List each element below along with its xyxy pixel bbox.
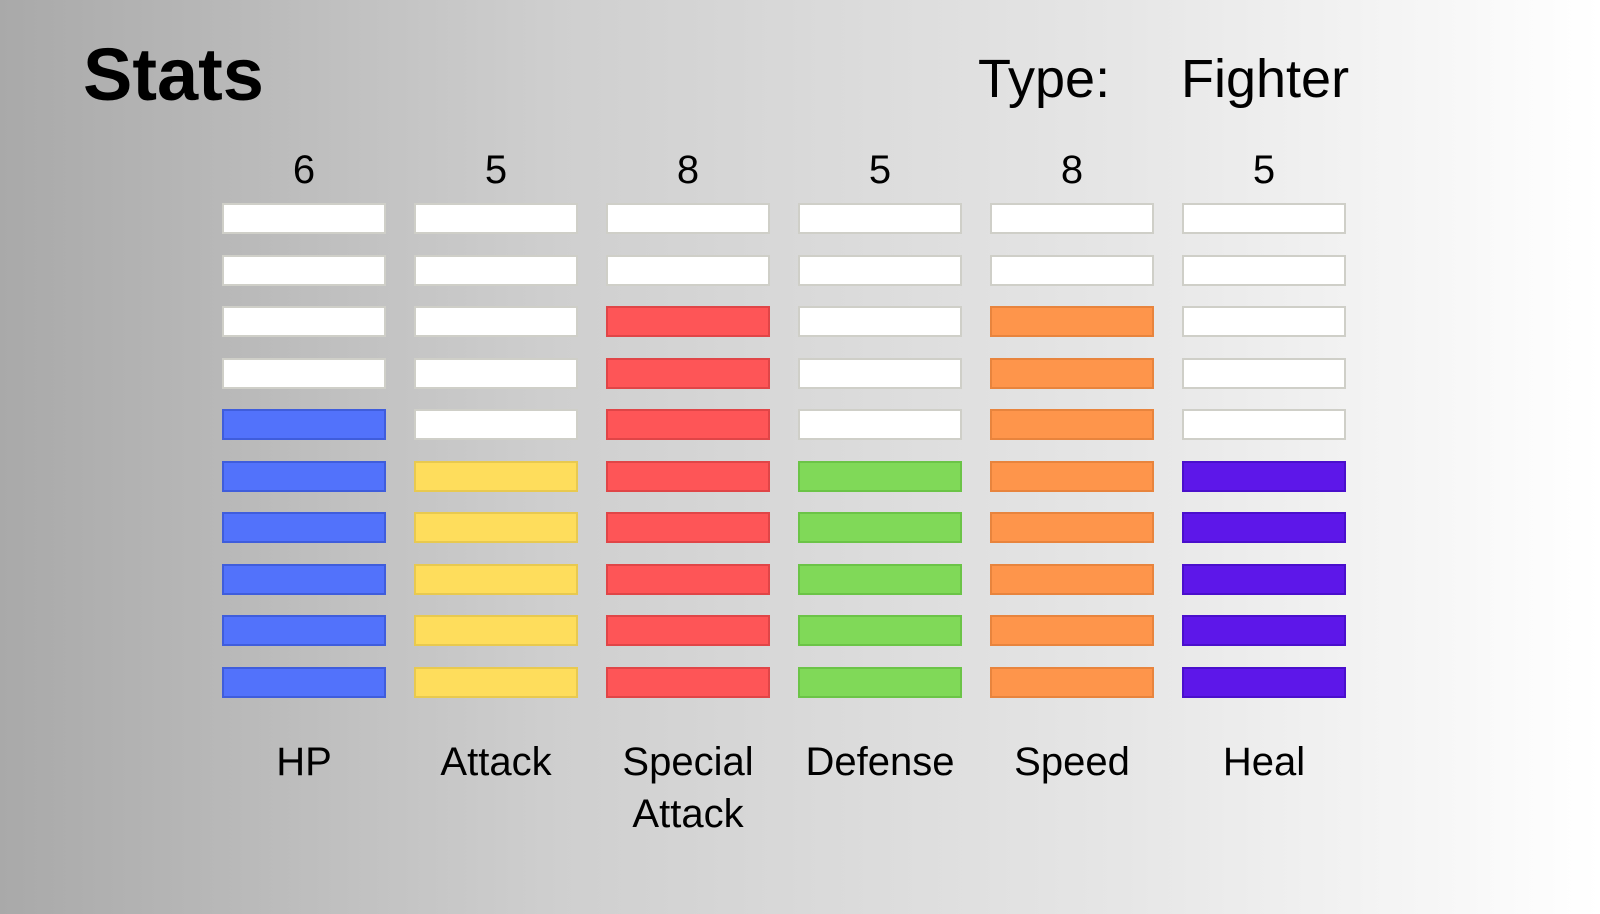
stat-bar-segment-filled	[222, 615, 386, 646]
stat-label: Heal	[1222, 740, 1306, 784]
page-title: Stats	[83, 33, 264, 116]
stat-bar-segment-filled	[1182, 512, 1346, 543]
stat-bar-segment-empty	[1182, 254, 1346, 286]
stat-bar	[1182, 203, 1346, 718]
stat-bar-segment-filled	[798, 563, 962, 595]
stat-bar	[990, 203, 1154, 718]
stat-bar-segment-filled	[414, 563, 578, 595]
stat-bar-segment-filled	[606, 666, 770, 698]
stat-bar-segment-filled	[990, 563, 1154, 595]
stat-bar-segment-empty	[222, 203, 386, 234]
stat-bar-segment-filled	[222, 512, 386, 543]
type-value: Fighter	[1181, 49, 1350, 109]
stat-bar-segment-filled	[1182, 563, 1346, 595]
stat-bar-segment-filled	[606, 512, 770, 543]
stat-column-hp: 6 HP	[222, 0, 386, 914]
stat-bar	[414, 203, 578, 718]
stat-bar-segment-filled	[414, 512, 578, 543]
stat-label: Speed	[1014, 740, 1130, 784]
stat-value: 5	[868, 148, 892, 192]
stat-bar-segment-empty	[798, 409, 962, 440]
stat-bar-segment-filled	[1182, 666, 1346, 698]
stat-bar	[606, 203, 770, 718]
stat-column-special-attack: 8 Special Attack	[606, 0, 770, 914]
stat-bar	[222, 203, 386, 718]
stat-label: Special Attack	[622, 740, 754, 836]
stat-label: Attack	[440, 740, 552, 784]
stat-bar-segment-filled	[990, 357, 1154, 389]
stat-value: 5	[484, 148, 508, 192]
stat-bar-segment-filled	[222, 409, 386, 440]
stat-bar-segment-empty	[414, 357, 578, 389]
stat-bar-segment-empty	[798, 306, 962, 337]
stat-bar-segment-filled	[222, 666, 386, 698]
type-label: Type:	[978, 49, 1111, 109]
stat-bar-segment-filled	[606, 306, 770, 337]
stat-bar-segment-empty	[1182, 409, 1346, 440]
stat-bar-segment-filled	[606, 409, 770, 440]
stat-bar-segment-filled	[1182, 460, 1346, 492]
stat-bar-segment-empty	[414, 409, 578, 440]
stat-bar-segment-filled	[798, 460, 962, 492]
stat-bar-segment-filled	[990, 460, 1154, 492]
stat-bar-segment-filled	[798, 512, 962, 543]
stat-column-heal: 5 Heal	[1182, 0, 1346, 914]
stat-bar-segment-filled	[606, 563, 770, 595]
stat-bar-segment-empty	[1182, 203, 1346, 234]
stat-bar-segment-empty	[414, 306, 578, 337]
stat-value: 8	[1060, 148, 1084, 192]
stat-bar-segment-empty	[606, 254, 770, 286]
stat-bar-segment-filled	[222, 460, 386, 492]
stat-label: HP	[276, 740, 332, 784]
stat-bar-segment-empty	[1182, 306, 1346, 337]
stat-bar-segment-empty	[606, 203, 770, 234]
stat-value: 5	[1252, 148, 1276, 192]
stat-bar-segment-filled	[990, 409, 1154, 440]
stat-bar-segment-filled	[606, 357, 770, 389]
stat-bar-segment-empty	[798, 203, 962, 234]
stat-bar-segment-empty	[990, 203, 1154, 234]
stat-value: 6	[292, 148, 316, 192]
stat-bar-segment-filled	[1182, 615, 1346, 646]
stat-column-attack: 5 Attack	[414, 0, 578, 914]
stat-bar-segment-filled	[414, 615, 578, 646]
stat-bar-segment-empty	[414, 203, 578, 234]
stat-bar-segment-filled	[222, 563, 386, 595]
stat-bar-segment-empty	[798, 254, 962, 286]
stat-bar-segment-empty	[990, 254, 1154, 286]
stat-bar-segment-empty	[222, 306, 386, 337]
stat-bar-segment-filled	[990, 306, 1154, 337]
stat-bar-segment-filled	[990, 666, 1154, 698]
stat-bar-segment-empty	[222, 254, 386, 286]
stat-label: Defense	[805, 740, 955, 784]
stat-bar-segment-empty	[414, 254, 578, 286]
stat-bar-segment-filled	[606, 460, 770, 492]
stat-bar-segment-filled	[990, 512, 1154, 543]
stat-value: 8	[676, 148, 700, 192]
stat-bar-segment-filled	[414, 666, 578, 698]
stat-bar-segment-filled	[798, 666, 962, 698]
stat-column-speed: 8 Speed	[990, 0, 1154, 914]
stat-bar-segment-filled	[990, 615, 1154, 646]
stat-bar	[798, 203, 962, 718]
stat-column-defense: 5 Defense	[798, 0, 962, 914]
stat-bar-segment-empty	[222, 357, 386, 389]
stat-bar-segment-empty	[798, 357, 962, 389]
stat-bar-segment-filled	[606, 615, 770, 646]
stat-bar-segment-filled	[798, 615, 962, 646]
stat-bar-segment-filled	[414, 460, 578, 492]
stat-bar-segment-empty	[1182, 357, 1346, 389]
